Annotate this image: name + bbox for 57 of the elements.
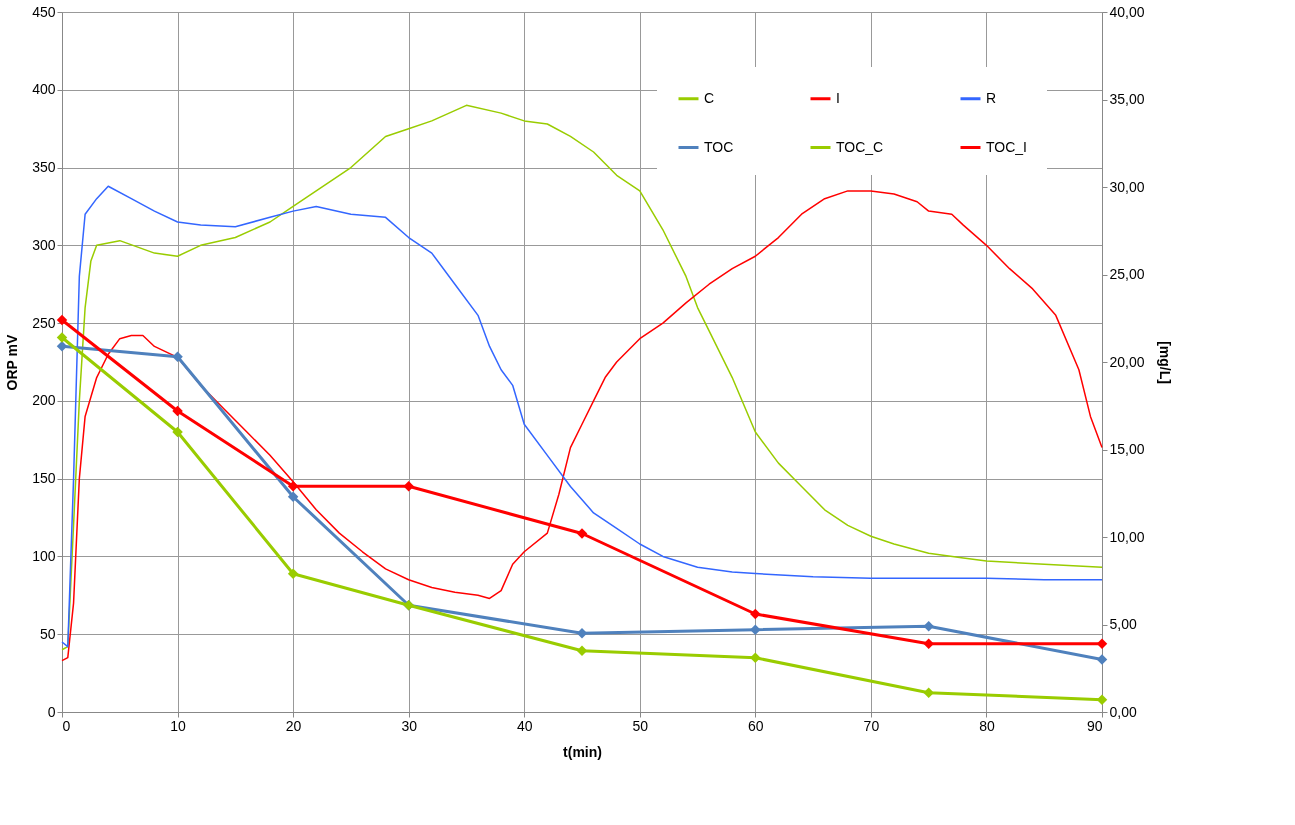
point — [172, 351, 183, 362]
point — [923, 621, 934, 632]
y2-axis-title: [mg/L] — [1156, 341, 1173, 384]
y-tick-label: 150 — [32, 470, 56, 487]
point — [750, 624, 761, 635]
y2-tick-label: 35,00 — [1109, 91, 1145, 107]
point — [287, 491, 299, 502]
point — [287, 568, 299, 579]
y-tick-label: 100 — [32, 547, 56, 564]
x-tick-label: 30 — [401, 717, 418, 734]
legend-label: TOC_C — [836, 138, 884, 155]
y-tick-label: 350 — [32, 159, 56, 176]
x-tick-label: 50 — [632, 717, 649, 734]
point — [172, 405, 183, 417]
y-axis-title: ORP mV — [4, 333, 21, 391]
legend-label: C — [704, 89, 715, 106]
y2-tick-label: 30,00 — [1109, 178, 1145, 195]
point — [403, 481, 414, 492]
y-tick-label: 50 — [39, 625, 56, 642]
point — [56, 332, 68, 343]
legend-label: I — [836, 89, 840, 106]
x-tick-label: 40 — [516, 717, 533, 734]
y-tick-label: 200 — [32, 392, 56, 409]
x-tick-label: 20 — [285, 717, 302, 734]
x-tick-label: 0 — [62, 717, 71, 734]
point — [1096, 638, 1108, 649]
point — [923, 638, 934, 649]
x-tick-label: 90 — [1086, 717, 1103, 734]
legend-label: TOC_I — [986, 138, 1027, 155]
point — [56, 341, 68, 352]
legend-label: R — [986, 89, 997, 106]
y2-tick-label: 5,00 — [1109, 616, 1137, 632]
x-axis-title: t(min) — [563, 743, 602, 760]
point — [1096, 654, 1108, 665]
legend-label: TOC — [704, 138, 734, 155]
point — [750, 608, 761, 620]
y2-tick-label: 10,00 — [1109, 528, 1145, 545]
x-tick-label: 80 — [979, 717, 995, 734]
y-tick-label: 400 — [32, 81, 56, 98]
y2-tick-label: 20,00 — [1109, 353, 1145, 370]
y2-tick-label: 15,00 — [1109, 441, 1145, 457]
y2-tick-label: 25,00 — [1109, 266, 1145, 282]
point — [172, 426, 183, 438]
point — [923, 687, 934, 698]
point — [576, 645, 588, 656]
y2-tick-label: 40,00 — [1109, 3, 1145, 20]
x-tick-label: 60 — [748, 717, 764, 734]
x-tick-label: 70 — [863, 717, 880, 734]
y-tick-label: 450 — [32, 3, 56, 20]
y-tick-label: 300 — [32, 236, 56, 253]
point — [56, 314, 68, 326]
x-tick-label: 10 — [170, 717, 187, 734]
point — [576, 528, 588, 539]
y-tick-label: 250 — [32, 314, 56, 331]
point — [750, 652, 761, 663]
y2-tick-label: 0,00 — [1109, 703, 1137, 720]
y-tick-label: 0 — [47, 703, 56, 720]
